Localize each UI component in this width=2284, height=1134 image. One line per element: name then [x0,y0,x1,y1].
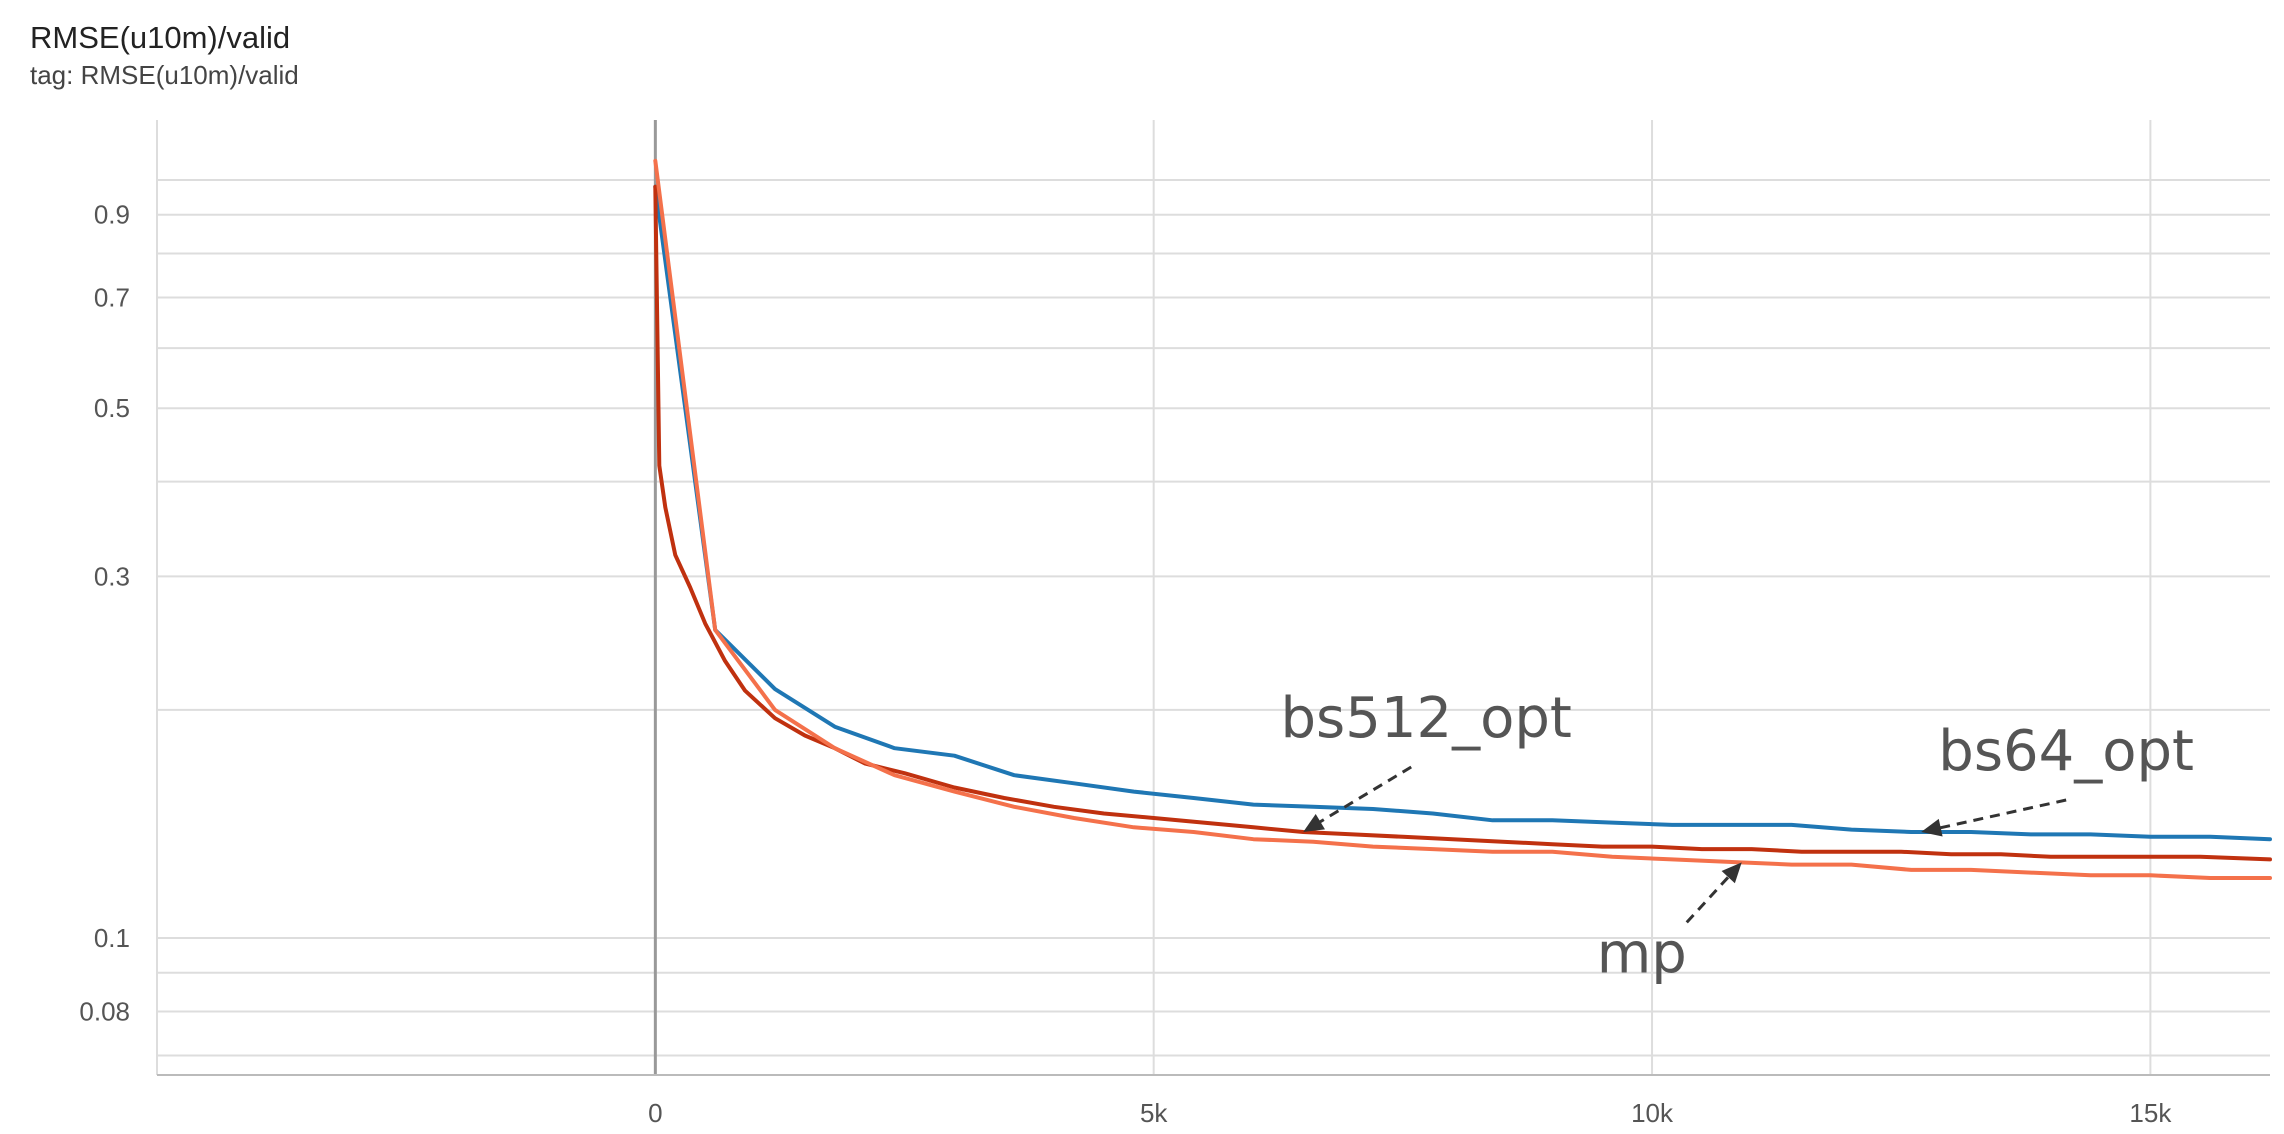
annotation-label-bs64_opt: bs64_opt [1938,719,2194,784]
y-tick-label: 0.1 [94,923,130,953]
y-tick-label: 0.3 [94,561,130,591]
series-line-bs64_opt[interactable] [653,184,2272,842]
axis-layer: 0.08 0.1 0.3 0.5 0.7 0.9 0 5k 10k 15k [79,200,2270,1128]
series-line-mp[interactable] [653,158,2272,880]
annotation-arrowhead-mp [1721,862,1742,884]
annotation-arrow-mp [1685,865,1739,924]
grid-layer [156,120,2270,1075]
annotation-label-bs512_opt: bs512_opt [1281,686,1572,751]
x-tick-label: 15k [2129,1098,2172,1128]
annotation-arrowhead-bs512_opt [1303,813,1325,833]
x-tick-label: 10k [1631,1098,1674,1128]
x-tick-label: 0 [648,1098,662,1128]
series-line-bs512_opt[interactable] [653,184,2272,862]
chart-title: RMSE(u10m)/valid [30,20,291,55]
series-layer[interactable] [653,158,2272,880]
annotation-arrow-bs512_opt [1307,765,1412,831]
y-tick-label: 0.9 [94,200,130,230]
y-tick-label: 0.08 [79,996,130,1026]
annotation-arrowhead-bs64_opt [1921,818,1943,837]
y-tick-label: 0.7 [94,282,130,312]
y-tick-label: 0.5 [94,393,130,423]
chart-tag: tag: RMSE(u10m)/valid [30,60,299,90]
annotation-label-mp: mp [1597,921,1687,986]
x-tick-label: 5k [1140,1098,1168,1128]
annotation-arrow-bs64_opt [1926,798,2067,833]
